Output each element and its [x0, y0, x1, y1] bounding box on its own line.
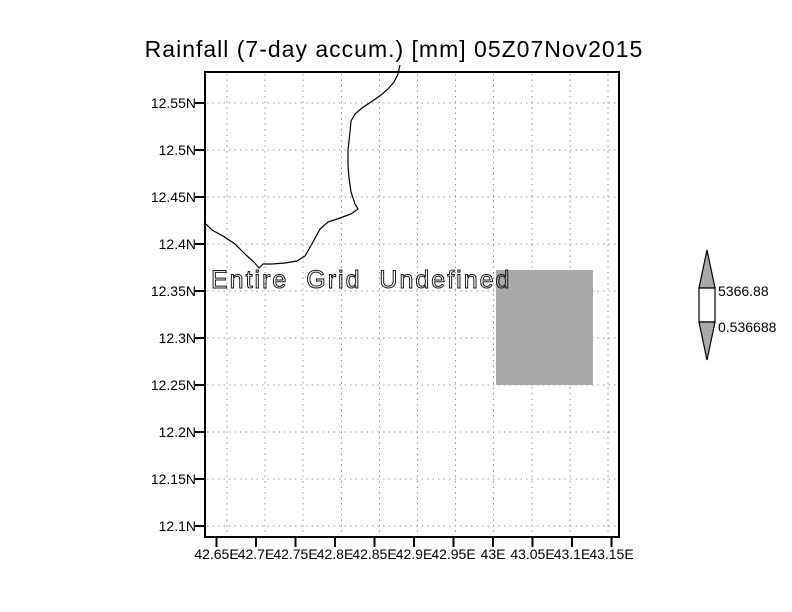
x-axis-tick-label: 42.75E — [273, 546, 318, 562]
map-frame — [204, 71, 620, 538]
colorbar-box — [698, 287, 716, 323]
undefined-grid-message: Entire Grid Undefined — [210, 266, 512, 295]
coastline-path — [205, 64, 401, 269]
x-axis-tick-label: 42.9E — [395, 546, 433, 562]
y-axis-tick-label: 12.25N — [150, 377, 196, 393]
x-axis-tick-label: 42.8E — [316, 546, 354, 562]
x-axis-tick-label: 43.1E — [553, 546, 591, 562]
x-axis-tick-label: 42.85E — [352, 546, 397, 562]
y-axis-tick-label: 12.3N — [158, 330, 196, 346]
colorbar-bottom-arrow — [698, 321, 716, 361]
shaded-region — [496, 270, 593, 385]
y-axis-tick-label: 12.4N — [158, 236, 196, 252]
colorbar-min-label: 0.536688 — [718, 319, 777, 335]
y-axis-tick-label: 12.5N — [158, 142, 196, 158]
tick-layer — [195, 102, 613, 547]
y-axis-tick-label: 12.15N — [150, 471, 196, 487]
colorbar-max-label: 5366.88 — [718, 283, 769, 299]
y-axis-tick-label: 12.2N — [158, 424, 196, 440]
colorbar-top-arrow — [698, 249, 716, 289]
y-axis-tick-label: 12.45N — [150, 189, 196, 205]
x-axis-tick-label: 42.95E — [431, 546, 476, 562]
y-axis-tick-label: 12.1N — [158, 518, 196, 534]
colorbar — [698, 249, 716, 361]
y-axis-tick-label: 12.55N — [150, 95, 196, 111]
x-axis-tick-label: 43.05E — [510, 546, 555, 562]
x-axis-tick-label: 43E — [480, 546, 506, 562]
x-axis-tick-label: 42.65E — [194, 546, 239, 562]
x-axis-tick-label: 43.15E — [589, 546, 634, 562]
plot-title: Rainfall (7-day accum.) [mm] 05Z07Nov201… — [144, 36, 644, 62]
y-axis-tick-label: 12.35N — [150, 283, 196, 299]
x-axis-tick-label: 42.7E — [237, 546, 275, 562]
